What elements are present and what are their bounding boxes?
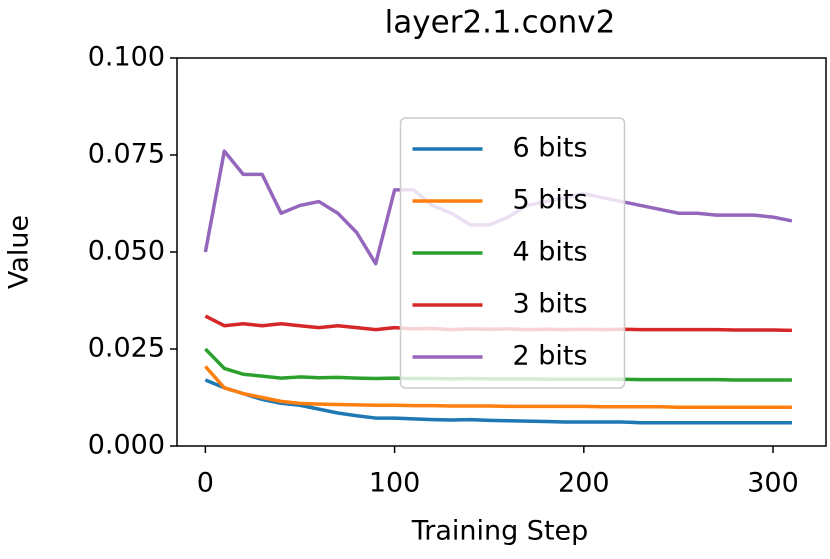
legend-label: 5 bits: [513, 185, 588, 216]
legend-box: [399, 117, 626, 389]
y-tick-label: 0.000: [88, 430, 165, 461]
x-tick-label: 200: [558, 468, 610, 499]
legend-label: 6 bits: [513, 133, 588, 164]
legend-label: 2 bits: [513, 341, 588, 372]
legend-label: 3 bits: [513, 289, 588, 320]
x-tick-label: 0: [197, 468, 214, 499]
legend: 6 bits 5 bits 4 bits 3 bits 2 bits: [399, 117, 626, 389]
legend-label: 4 bits: [513, 237, 588, 268]
y-tick-label: 0.100: [88, 42, 165, 73]
line-series: [204, 378, 792, 425]
y-tick-label: 0.025: [88, 333, 165, 364]
x-tick-label: 100: [369, 468, 421, 499]
y-tick-label: 0.050: [88, 236, 165, 267]
x-tick-label: 300: [747, 468, 799, 499]
x-axis-label: Training Step: [411, 516, 589, 547]
plot-frame: [176, 57, 827, 447]
y-tick-label: 0.075: [88, 139, 165, 170]
y-axis-label: Value: [4, 215, 35, 289]
chart-title: layer2.1.conv2: [385, 5, 616, 41]
line-series: [204, 365, 792, 409]
